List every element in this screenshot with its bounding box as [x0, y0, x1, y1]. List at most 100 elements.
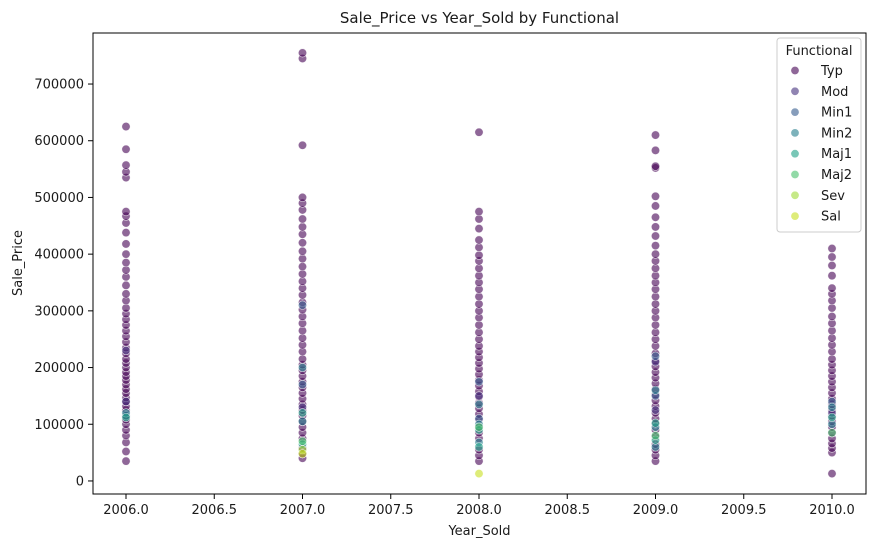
x-tick-label: 2008.5 [545, 503, 591, 518]
point-typ [650, 191, 660, 201]
legend-label-sal: Sal [821, 210, 841, 225]
point-typ [827, 243, 837, 253]
points-layer [121, 48, 837, 479]
point-min1 [474, 377, 484, 387]
point-typ [827, 271, 837, 281]
point-typ [121, 122, 131, 132]
point-typ [827, 283, 837, 293]
point-typ [827, 260, 837, 270]
point-typ [827, 312, 837, 322]
legend: Functional Typ Mod Min1 Min2 Maj1 Maj2 Sev Sal [776, 37, 862, 233]
legend-entries: Typ Mod Min1 Min2 Maj1 Maj2 Sev Sal [790, 64, 852, 225]
point-typ [297, 262, 307, 272]
y-tick-label: 0 [76, 474, 84, 489]
point-mod [474, 391, 484, 401]
x-tick-label: 2006.5 [192, 503, 238, 518]
point-typ [121, 456, 131, 466]
point-min2 [827, 402, 837, 412]
point-min1 [297, 300, 307, 310]
point-typ [121, 160, 131, 170]
point-maj2 [827, 428, 837, 438]
point-typ [121, 207, 131, 217]
legend-marker-sev [790, 190, 800, 200]
legend-title: Functional [786, 44, 853, 59]
point-typ [297, 48, 307, 58]
point-typ [650, 201, 660, 211]
point-typ [121, 289, 131, 299]
point-min2 [650, 385, 660, 395]
legend-label-min2: Min2 [821, 126, 852, 141]
legend-marker-sal [790, 211, 800, 221]
x-tick-label: 2010.0 [809, 503, 855, 518]
point-typ [650, 231, 660, 241]
point-typ [121, 228, 131, 238]
point-min1 [297, 380, 307, 390]
legend-marker-typ [790, 66, 800, 76]
point-maj2 [474, 422, 484, 432]
x-tick-label: 2008.0 [456, 503, 502, 518]
point-typ [121, 144, 131, 154]
point-min2 [474, 399, 484, 409]
point-mod [121, 397, 131, 407]
point-typ [827, 252, 837, 262]
point-typ [297, 238, 307, 248]
point-maj1 [297, 408, 307, 418]
point-typ [474, 224, 484, 234]
legend-marker-maj1 [790, 149, 800, 159]
point-typ [121, 280, 131, 290]
point-min2 [297, 363, 307, 373]
x-tick-label: 2007.5 [368, 503, 414, 518]
point-typ [650, 145, 660, 155]
point-typ [650, 222, 660, 232]
point-sal [297, 449, 307, 459]
point-min2 [297, 416, 307, 426]
legend-marker-min2 [790, 128, 800, 138]
y-tick-label: 300000 [34, 304, 84, 319]
legend-label-min1: Min1 [821, 106, 852, 121]
legend-marker-min1 [790, 107, 800, 117]
point-typ [297, 246, 307, 256]
point-typ [650, 241, 660, 251]
y-tick-label: 100000 [34, 418, 84, 433]
point-typ [121, 258, 131, 268]
y-tick-label: 500000 [34, 191, 84, 206]
legend-box [776, 37, 862, 233]
x-tick-label: 2009.0 [633, 503, 679, 518]
legend-label-maj1: Maj1 [821, 147, 852, 162]
point-sal [474, 469, 484, 479]
point-typ [121, 446, 131, 456]
point-typ [650, 161, 660, 171]
legend-label-mod: Mod [821, 85, 848, 100]
point-typ [121, 239, 131, 249]
y-axis-ticks: 0 100000 200000 300000 400000 500000 600000 700… [34, 78, 93, 489]
point-maj1 [121, 412, 131, 422]
point-maj1 [827, 412, 837, 422]
point-maj1 [474, 442, 484, 452]
legend-label-sev: Sev [821, 189, 845, 204]
point-typ [650, 130, 660, 140]
point-typ [297, 192, 307, 202]
x-tick-label: 2006.0 [103, 503, 149, 518]
point-typ [474, 235, 484, 245]
legend-marker-mod [790, 86, 800, 96]
point-typ [121, 249, 131, 259]
x-tick-label: 2007.0 [280, 503, 326, 518]
point-mod [650, 405, 660, 415]
point-typ [827, 469, 837, 479]
y-axis-label: Sale_Price [11, 230, 26, 296]
y-tick-label: 400000 [34, 248, 84, 263]
y-tick-label: 600000 [34, 134, 84, 149]
point-typ [650, 212, 660, 222]
point-maj2 [297, 436, 307, 446]
point-min1 [650, 351, 660, 361]
point-typ [650, 249, 660, 259]
legend-marker-maj2 [790, 170, 800, 180]
x-axis-ticks: 2006.0 2006.5 2007.0 2007.5 2008.0 2008.5 2009… [103, 494, 855, 518]
x-axis-label: Year_Sold [447, 524, 510, 539]
y-tick-label: 200000 [34, 361, 84, 376]
point-typ [474, 250, 484, 260]
y-tick-label: 700000 [34, 78, 84, 93]
point-typ [474, 207, 484, 217]
